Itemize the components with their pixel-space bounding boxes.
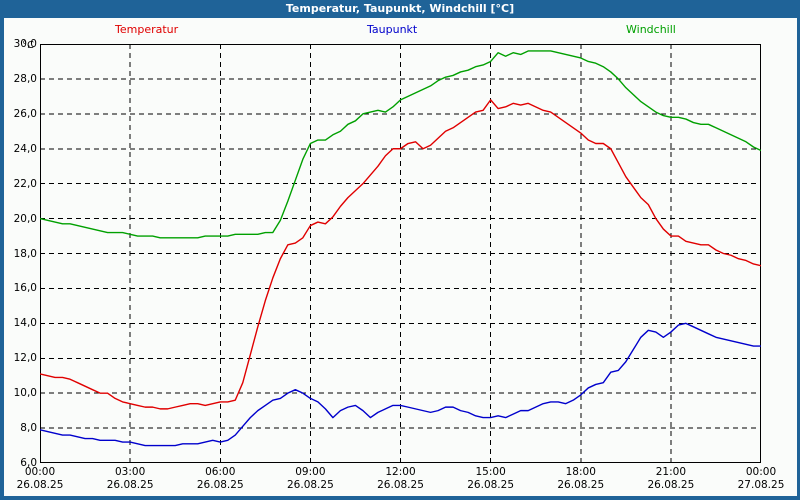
legend-item-windchill: Windchill [626,23,676,36]
x-tick-time: 12:00 [385,466,416,478]
x-tick-time: 06:00 [205,466,236,478]
x-axis-tick-label: 06:00 26.08.25 [197,466,244,492]
legend-label-windchill: Windchill [626,23,676,36]
x-axis-tick-label: 18:00 26.08.25 [557,466,604,492]
legend-item-taupunkt: Taupunkt [367,23,417,36]
x-axis-tick-label: 21:00 26.08.25 [647,466,694,492]
y-axis-tick-label: 16,0 [13,282,37,295]
x-tick-time: 15:00 [475,466,506,478]
y-axis-tick-label: 20,0 [13,212,37,225]
x-tick-time: 00:00 [24,466,56,478]
y-axis-labels: 30,0 28,0 26,0 24,0 22,0 20,0 18,0 16,0 14,0 12,0… [4,38,37,469]
x-axis-labels: 00:00 26.08.25 03:00 26.08.25 06:00 26.08.25 0… [4,466,797,496]
series-line-windchill [40,50,761,239]
x-axis-tick-label: 09:00 26.08.25 [287,466,334,492]
x-tick-date: 26.08.25 [286,479,334,491]
series-line-taupunkt [40,322,761,447]
x-tick-date: 26.08.25 [196,479,244,491]
window-title-bar: Temperatur, Taupunkt, Windchill [°C] [0,0,800,18]
series-line-temperatur [40,99,761,410]
x-tick-time: 18:00 [565,466,596,478]
chart-svg [40,44,761,463]
x-tick-time: 03:00 [114,466,146,478]
x-tick-date: 27.08.25 [737,479,785,491]
legend-label-taupunkt: Taupunkt [367,23,418,36]
x-tick-time: 00:00 [745,466,777,478]
x-tick-date: 26.08.25 [557,479,605,491]
y-axis-tick-label: 30,0 [13,38,37,50]
plot-area [40,44,761,463]
legend-label-temperatur: Temperatur [115,23,179,36]
y-axis-tick-label: 22,0 [13,177,37,190]
y-axis-unit-label: °C [22,40,34,51]
x-tick-time: 21:00 [655,466,687,478]
x-tick-time: 09:00 [295,466,326,478]
y-axis-tick-label: 6,0 [20,457,37,469]
y-axis-tick-label: 10,0 [13,387,37,400]
x-axis-tick-label: 00:00 27.08.25 [738,466,785,492]
x-tick-date: 26.08.25 [106,479,154,491]
x-axis-tick-label: 12:00 26.08.25 [377,466,424,492]
x-axis-tick-label: 03:00 26.08.25 [107,466,154,492]
y-axis-tick-label: 26,0 [13,107,37,120]
y-axis-tick-label: 8,0 [20,422,37,435]
x-tick-date: 26.08.25 [647,479,695,491]
y-axis-tick-label: 24,0 [13,142,37,155]
y-axis-tick-label: 12,0 [13,352,37,365]
x-tick-date: 26.08.25 [377,479,424,491]
y-axis-tick-label: 18,0 [13,247,37,260]
y-axis-tick-label: 14,0 [13,317,37,330]
y-axis-tick-label: 28,0 [13,72,37,85]
x-axis-tick-label: 15:00 26.08.25 [467,466,514,492]
chart-canvas: Temperatur Taupunkt Windchill °C 30,0 28,… [4,18,797,496]
legend-item-temperatur: Temperatur [115,23,178,36]
window-title: Temperatur, Taupunkt, Windchill [°C] [285,2,515,15]
x-axis-tick-label: 00:00 26.08.25 [17,466,64,492]
x-tick-date: 26.08.25 [16,479,64,491]
x-tick-date: 26.08.25 [467,479,515,491]
